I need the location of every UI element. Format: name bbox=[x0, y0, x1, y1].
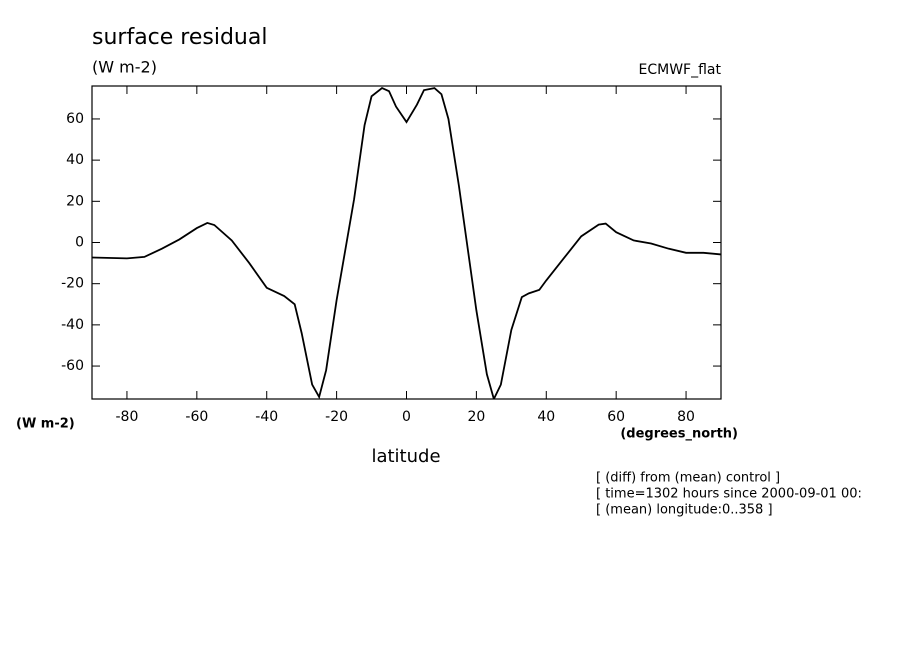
units: (W m-2) bbox=[92, 58, 157, 77]
source: ECMWF_flat bbox=[639, 62, 722, 78]
x-axis-label: latitude bbox=[371, 446, 440, 467]
x-tick-label: 20 bbox=[467, 409, 485, 425]
y-tick-label: -20 bbox=[61, 276, 84, 292]
annotation: [ (mean) longitude:0..358 ] bbox=[596, 503, 773, 518]
x-units: (degrees_north) bbox=[620, 427, 738, 442]
x-tick-label: -80 bbox=[116, 409, 139, 425]
y-tick-label: -60 bbox=[61, 358, 84, 374]
y-tick-label: 40 bbox=[66, 152, 84, 168]
x-tick-label: -20 bbox=[325, 409, 348, 425]
y-tick-label: 60 bbox=[66, 111, 84, 127]
x-tick-label: -60 bbox=[185, 409, 208, 425]
y-axis-label: (W m-2) bbox=[16, 417, 75, 432]
y-tick-label: 0 bbox=[75, 235, 84, 251]
x-tick-label: 80 bbox=[677, 409, 695, 425]
y-tick-label: 20 bbox=[66, 193, 84, 209]
x-tick-label: 60 bbox=[607, 409, 625, 425]
y-tick-label: -40 bbox=[61, 317, 84, 333]
chart-title: surface residual bbox=[92, 25, 267, 50]
x-tick-label: -40 bbox=[255, 409, 278, 425]
data-line bbox=[92, 87, 721, 399]
annotation: [ (diff) from (mean) control ] bbox=[596, 471, 780, 486]
plot-frame bbox=[91, 85, 722, 400]
annotation: [ time=1302 hours since 2000-09-01 00: bbox=[596, 487, 862, 502]
x-tick-label: 40 bbox=[537, 409, 555, 425]
x-tick-label: 0 bbox=[402, 409, 411, 425]
